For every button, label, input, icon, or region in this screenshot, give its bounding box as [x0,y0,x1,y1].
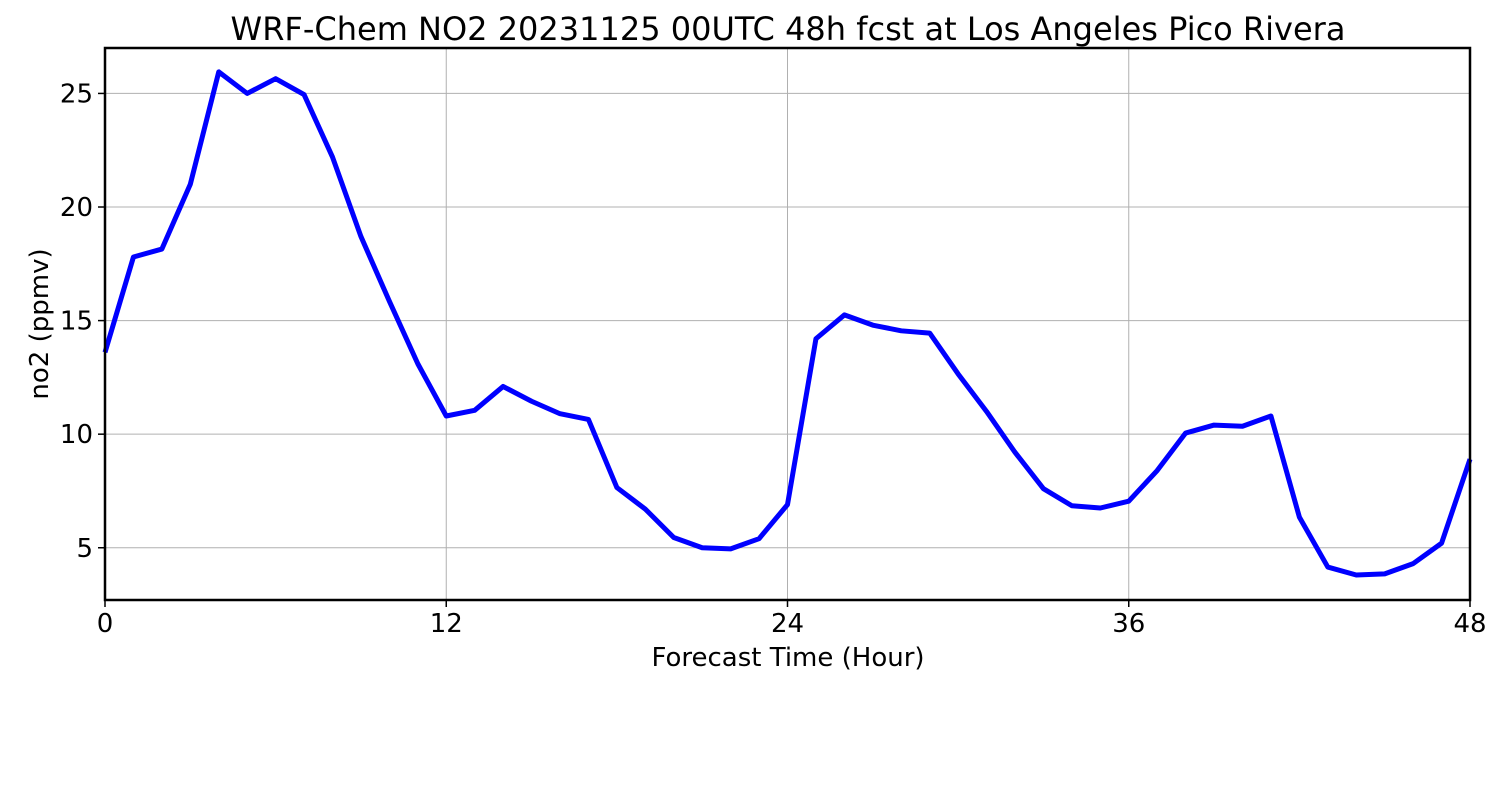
y-tick-label: 5 [76,534,93,564]
x-tick-label: 36 [1112,609,1145,639]
x-tick-label: 0 [97,609,114,639]
y-tick-label: 10 [60,420,93,450]
y-tick-label: 15 [60,307,93,337]
y-tick-label: 20 [60,193,93,223]
x-axis-label: Forecast Time (Hour) [651,643,924,673]
grid-layer [104,48,1471,600]
x-tick-label: 24 [771,609,804,639]
x-tick-label: 48 [1453,609,1486,639]
x-tick-label: 12 [430,609,463,639]
y-axis-label: no2 (ppmv) [25,248,55,399]
y-tick-label: 25 [60,79,93,109]
no2-series-line [102,69,1473,578]
tick-layer: 0 12 24 36 48 5 10 15 20 25 [60,79,1487,639]
series-layer [102,69,1473,578]
chart-title: WRF-Chem NO2 20231125 00UTC 48h fcst at … [231,10,1346,48]
